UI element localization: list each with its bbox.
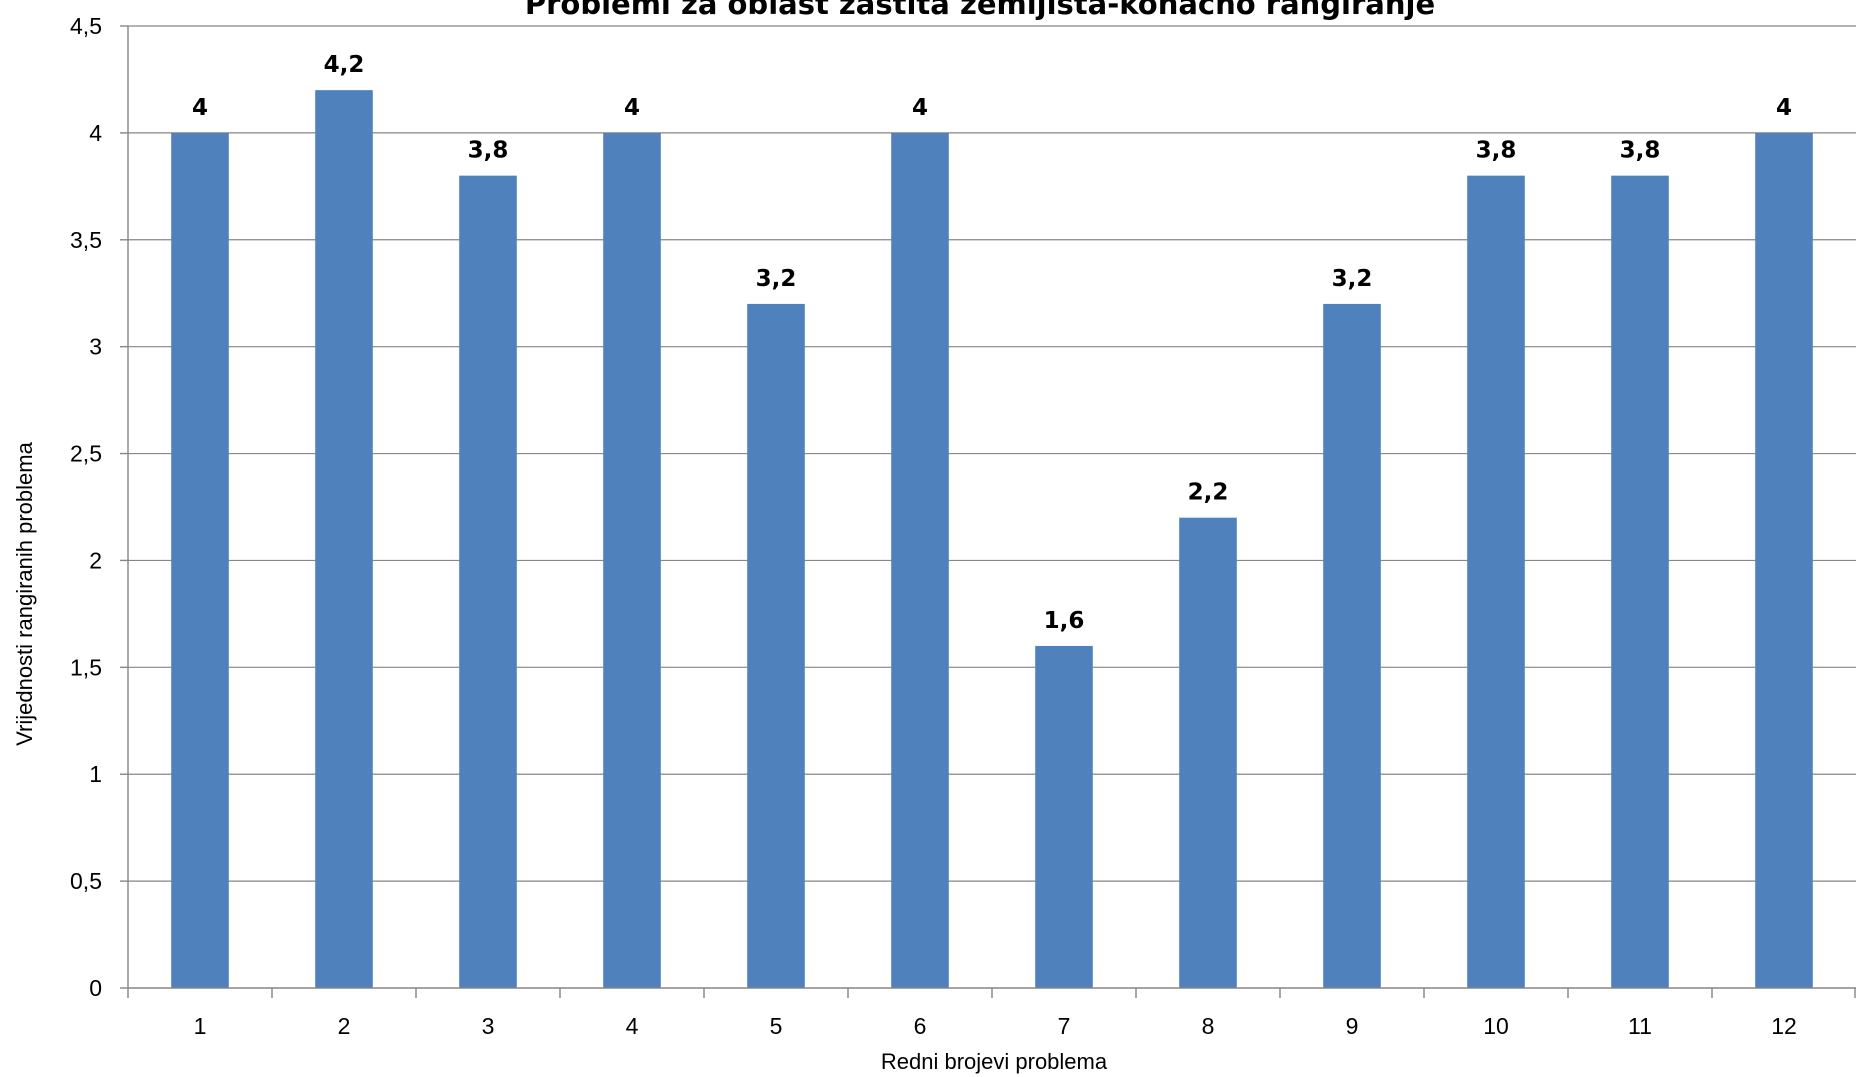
y-tick-label-0: 0: [89, 975, 102, 1001]
x-tick-label-3: 3: [482, 1013, 495, 1039]
bar-10: [1467, 175, 1525, 989]
data-label-12: 4: [1776, 95, 1792, 121]
data-label-10: 3,8: [1476, 138, 1517, 164]
y-tick-label-8: 4: [89, 120, 102, 146]
data-label-6: 4: [912, 95, 928, 121]
data-label-2: 4,2: [324, 52, 365, 78]
bar-1: [171, 132, 229, 988]
x-tick-label-6: 6: [914, 1013, 927, 1039]
data-label-4: 4: [624, 95, 640, 121]
bar-7: [1035, 645, 1093, 988]
x-tick-labels: 1 2 3 4 5 6 7 8 9 10 11 12: [194, 1013, 1797, 1039]
x-tick-label-8: 8: [1202, 1013, 1215, 1039]
y-tick-label-9: 4,5: [70, 13, 102, 39]
x-tick-label-10: 10: [1483, 1013, 1509, 1039]
x-tick-label-7: 7: [1058, 1013, 1071, 1039]
data-label-1: 4: [192, 95, 208, 121]
y-tick-label-6: 3: [89, 334, 102, 360]
data-label-3: 3,8: [468, 138, 509, 164]
data-label-11: 3,8: [1620, 138, 1661, 164]
x-tick-label-1: 1: [194, 1013, 207, 1039]
y-tick-label-1: 0,5: [70, 868, 102, 894]
bar-11: [1611, 175, 1669, 989]
x-axis-title: Redni brojevi problema: [881, 1049, 1108, 1074]
y-axis-title: Vrijednosti rangiranih problema: [12, 441, 37, 745]
y-tick-label-7: 3,5: [70, 227, 102, 253]
data-label-5: 3,2: [756, 266, 797, 292]
y-tick-label-5: 2,5: [70, 441, 102, 467]
bar-8: [1179, 517, 1237, 988]
y-tick-label-2: 1: [89, 761, 102, 787]
bar-3: [459, 175, 517, 989]
y-tick-label-3: 1,5: [70, 654, 102, 680]
bar-9: [1323, 303, 1381, 988]
x-tick-label-12: 12: [1771, 1013, 1797, 1039]
x-tick-label-9: 9: [1346, 1013, 1359, 1039]
data-label-9: 3,2: [1332, 266, 1373, 292]
x-tick-label-2: 2: [338, 1013, 351, 1039]
axes: [127, 26, 1856, 989]
x-tick-label-11: 11: [1628, 1013, 1652, 1039]
chart-title: Problemi za oblast zaštita zemljišta-kon…: [525, 0, 1435, 21]
bars: [171, 90, 1813, 989]
bar-5: [747, 303, 805, 988]
bar-6: [891, 132, 949, 988]
bar-4: [603, 132, 661, 988]
data-label-8: 2,2: [1188, 480, 1229, 506]
bar-2: [315, 90, 373, 989]
y-tick-label-4: 2: [89, 547, 102, 573]
data-labels: 4 4,2 3,8 4 3,2 4 1,6 2,2 3,2 3,8 3,8 4: [192, 52, 1792, 634]
x-tick-label-5: 5: [770, 1013, 783, 1039]
x-tick-label-4: 4: [626, 1013, 639, 1039]
bar-12: [1755, 132, 1813, 988]
y-tick-labels: 0 0,5 1 1,5 2 2,5 3 3,5 4 4,5: [70, 13, 102, 1001]
data-label-7: 1,6: [1044, 608, 1085, 634]
grid-lines: [120, 25, 1856, 998]
